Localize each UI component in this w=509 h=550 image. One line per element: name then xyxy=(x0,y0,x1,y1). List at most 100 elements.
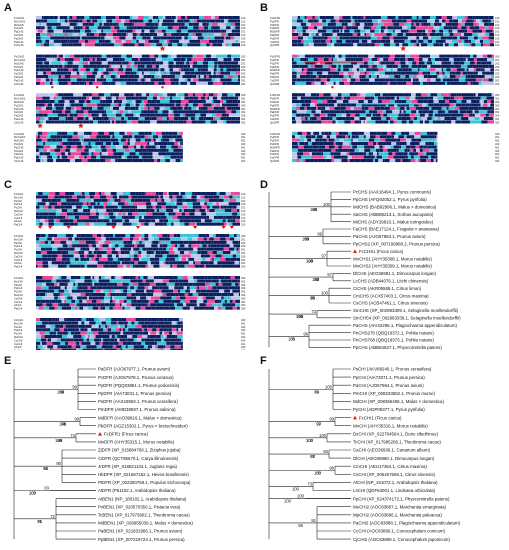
sequence-name: PcDFR xyxy=(270,139,279,143)
residue-block xyxy=(311,152,316,156)
sequence-name: FcCHS1 xyxy=(14,16,25,20)
residue-block xyxy=(119,100,123,104)
residue-block xyxy=(94,131,99,135)
residue-block xyxy=(405,68,409,72)
residue-block xyxy=(75,26,78,30)
residue-block xyxy=(84,39,89,43)
residue-block xyxy=(76,148,81,152)
residue-block xyxy=(44,61,50,65)
residue-block xyxy=(342,148,348,152)
residue-block xyxy=(357,75,360,79)
residue-block xyxy=(207,103,212,107)
residue-block xyxy=(380,26,386,30)
position-count: 200 xyxy=(495,75,500,79)
residue-block xyxy=(142,96,148,100)
residue-block xyxy=(396,19,403,23)
residue-block xyxy=(118,22,125,26)
residue-block xyxy=(132,68,138,72)
residue-block xyxy=(69,113,74,117)
residue-block xyxy=(159,261,164,265)
residue-block xyxy=(358,135,361,139)
sequence-name: MdDFR xyxy=(270,30,280,34)
residue-block xyxy=(60,205,65,209)
residue-block xyxy=(456,22,458,26)
residue-block xyxy=(107,152,114,156)
residue-block xyxy=(52,54,55,58)
residue-block xyxy=(415,26,421,30)
residue-block xyxy=(100,100,103,104)
residue-block xyxy=(135,100,142,104)
residue-block xyxy=(164,106,171,110)
residue-block xyxy=(411,138,417,142)
residue-block xyxy=(316,75,319,79)
residue-block xyxy=(435,159,438,163)
residue-block xyxy=(141,244,145,248)
residue-block xyxy=(149,22,155,26)
residue-block xyxy=(82,202,87,206)
residue-block xyxy=(208,261,214,265)
residue-block xyxy=(106,110,113,114)
residue-block xyxy=(350,145,353,149)
residue-block xyxy=(344,120,351,124)
residue-block xyxy=(208,198,215,202)
residue-block xyxy=(215,212,221,216)
residue-block xyxy=(110,81,116,85)
residue-block xyxy=(90,234,93,238)
residue-block xyxy=(70,202,76,206)
residue-block xyxy=(60,296,65,300)
residue-block xyxy=(140,286,145,290)
residue-block xyxy=(36,286,41,290)
residue-block xyxy=(98,212,105,216)
residue-block xyxy=(93,110,100,114)
residue-block xyxy=(406,81,413,85)
sequence-name: MdDFR xyxy=(270,107,280,111)
residue-block xyxy=(490,36,494,40)
residue-block xyxy=(361,36,365,40)
residue-block xyxy=(146,103,150,107)
residue-block xyxy=(292,96,298,100)
residue-block xyxy=(423,106,430,110)
residue-block xyxy=(382,110,386,114)
residue-block xyxy=(325,159,332,163)
residue-block xyxy=(115,205,118,209)
residue-block xyxy=(160,202,166,206)
residue-block xyxy=(78,43,82,47)
residue-block xyxy=(131,222,136,226)
residue-block xyxy=(114,198,119,202)
residue-block xyxy=(385,26,388,30)
residue-block xyxy=(90,29,97,33)
residue-block xyxy=(136,26,144,30)
residue-block xyxy=(109,279,114,283)
position-count: 100 xyxy=(241,202,246,206)
residue-block xyxy=(309,78,315,82)
residue-block xyxy=(449,58,454,62)
residue-block xyxy=(146,78,151,82)
sequence-name: MnCHI xyxy=(14,237,23,241)
residue-block xyxy=(118,219,123,223)
residue-block xyxy=(349,152,355,156)
residue-block xyxy=(89,68,94,72)
residue-block xyxy=(96,29,102,33)
residue-block xyxy=(54,33,59,37)
residue-block xyxy=(396,100,399,104)
residue-block xyxy=(411,78,413,82)
position-count: 400 xyxy=(495,142,500,146)
residue-block xyxy=(432,138,436,142)
residue-block xyxy=(366,155,372,159)
residue-block xyxy=(471,100,477,104)
residue-block xyxy=(44,103,48,107)
residue-block xyxy=(195,276,199,280)
residue-block xyxy=(304,106,307,110)
residue-block xyxy=(91,155,97,159)
residue-block xyxy=(234,103,239,107)
residue-block xyxy=(125,198,131,202)
residue-block xyxy=(77,219,81,223)
residue-block xyxy=(95,117,102,121)
residue-block xyxy=(400,71,406,75)
residue-block xyxy=(196,198,201,202)
residue-block xyxy=(113,36,120,40)
residue-block xyxy=(204,96,208,100)
residue-block xyxy=(158,212,162,216)
residue-block xyxy=(147,120,151,124)
residue-block xyxy=(134,234,141,238)
